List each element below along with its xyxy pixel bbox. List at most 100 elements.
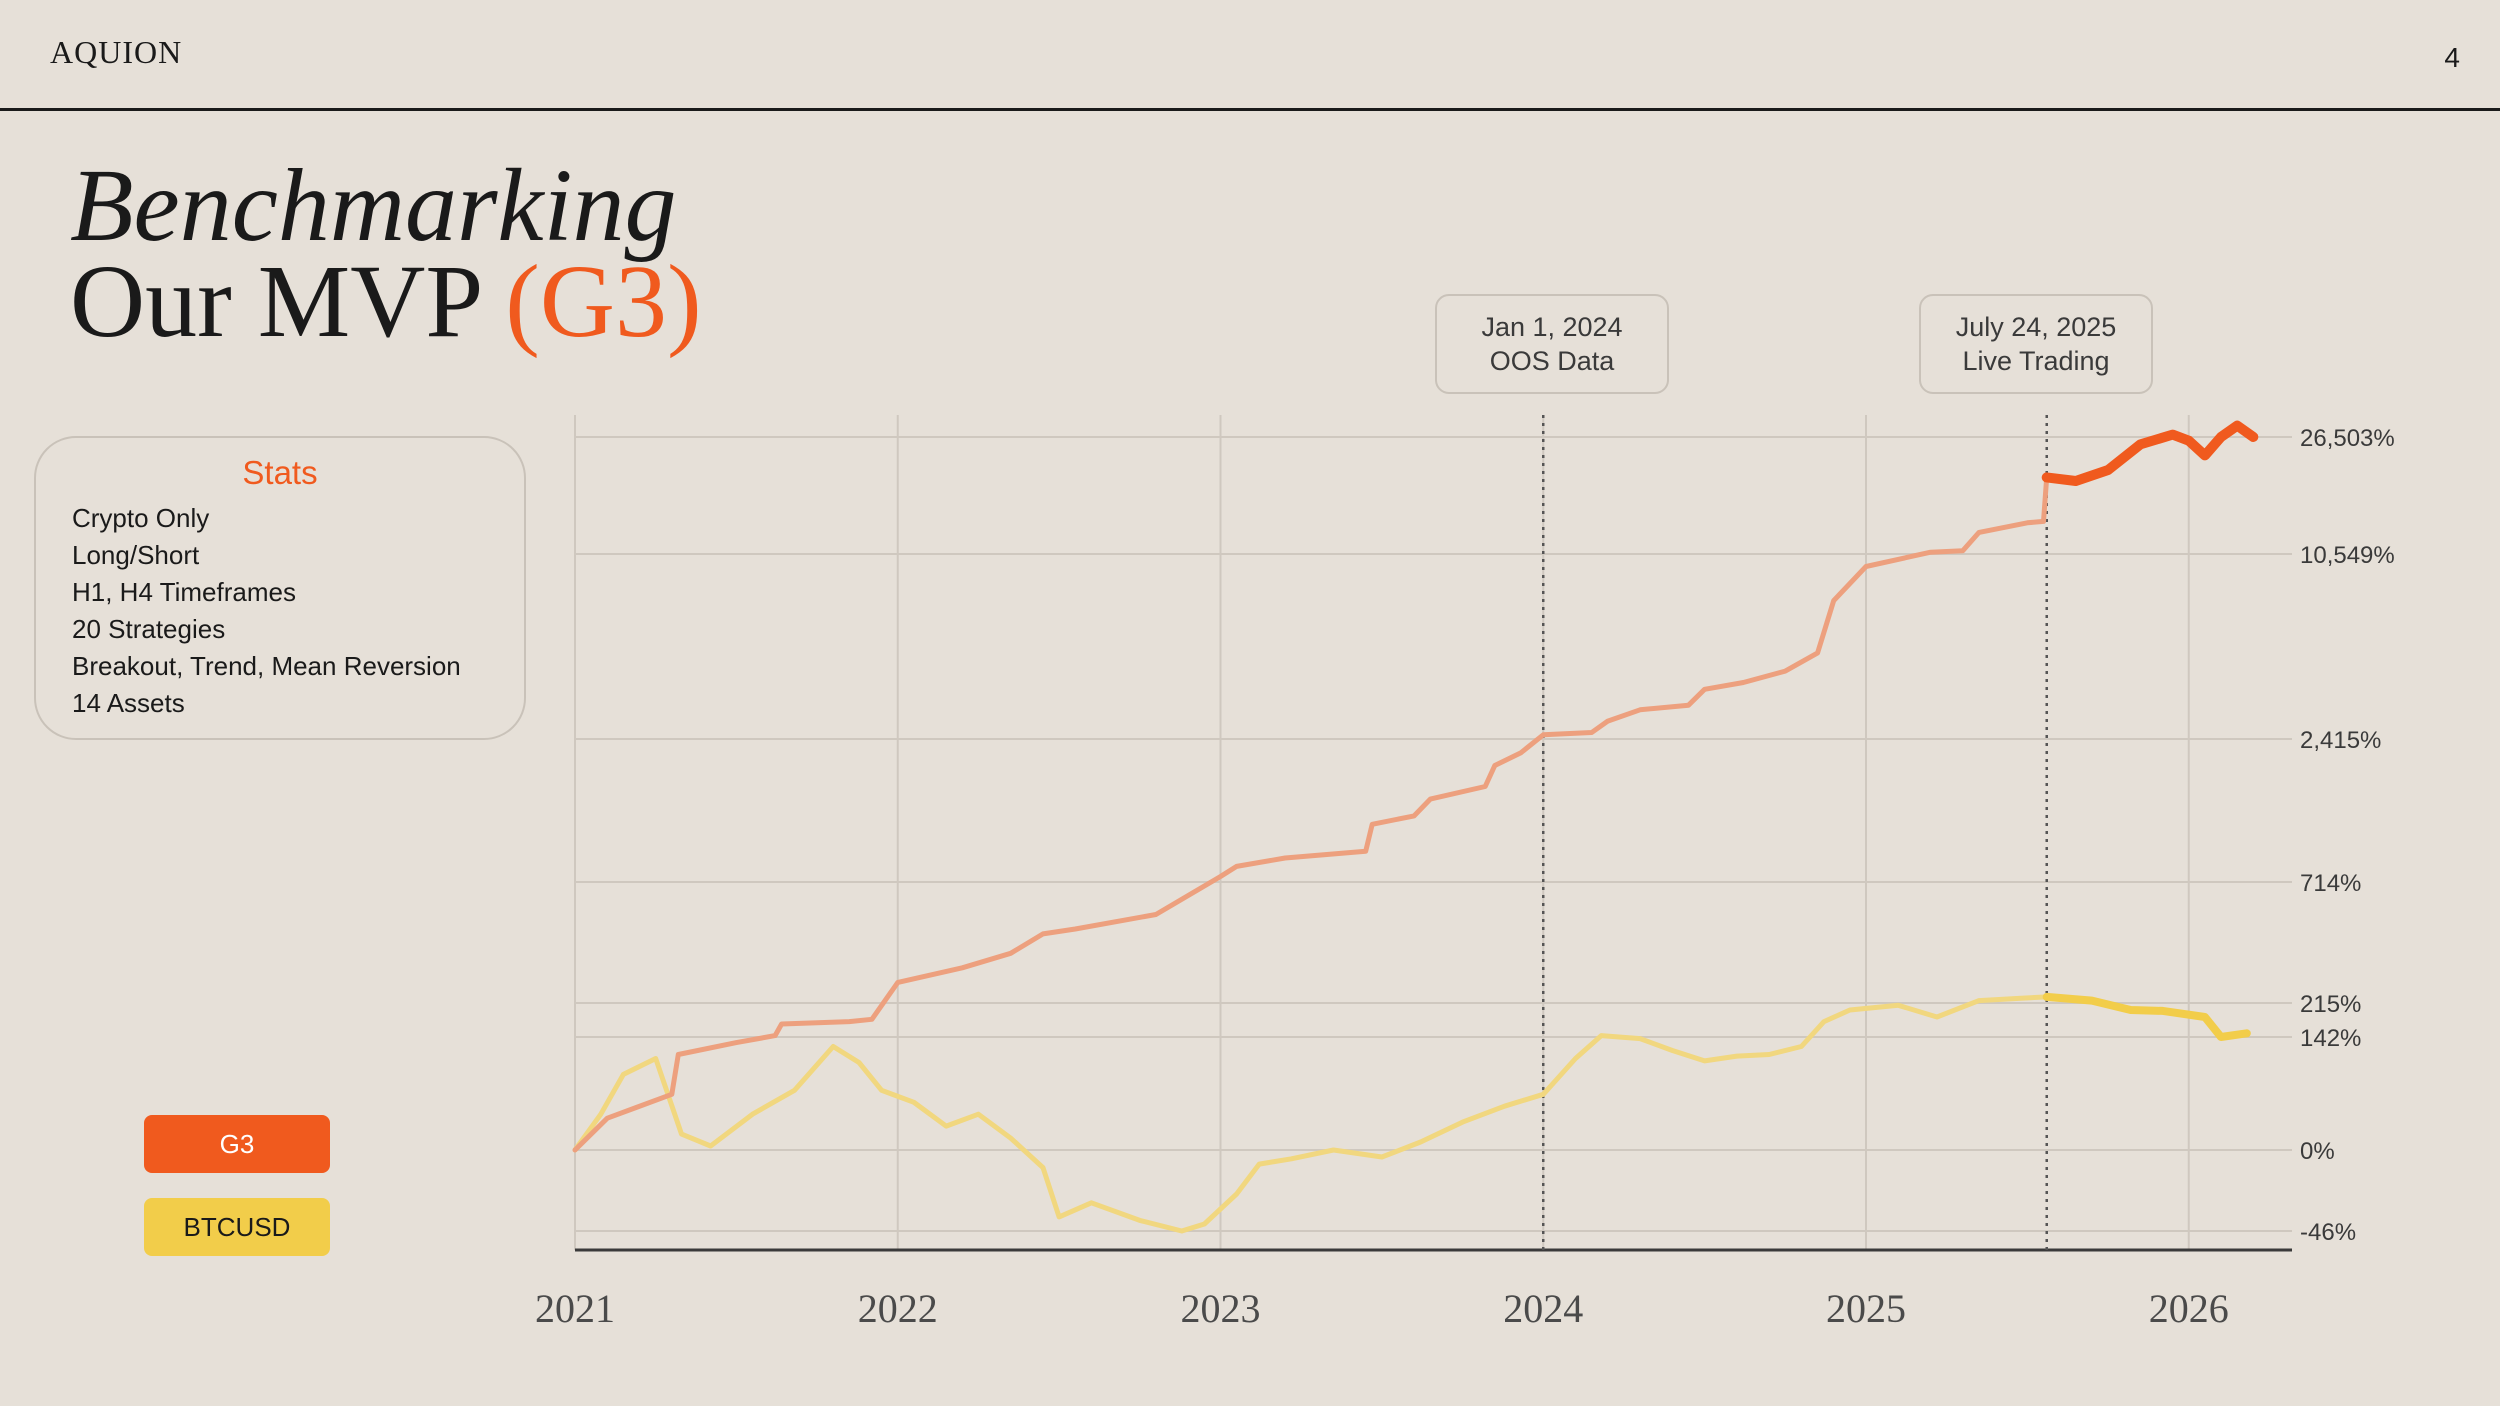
page-title: Benchmarking Our MVP (G3)	[70, 154, 702, 354]
btcusd-series-point	[1799, 1044, 1804, 1049]
g3-series-point	[1363, 849, 1368, 854]
btcusd-series-point	[1822, 1019, 1827, 1024]
g3-series-point	[1412, 813, 1417, 818]
btcusd-series-point	[1502, 1104, 1507, 1109]
g3-series-point	[1073, 927, 1078, 932]
btcusd-series-point	[621, 1072, 626, 1077]
g3-series-point	[605, 1116, 610, 1121]
g3-series-point	[1153, 912, 1158, 917]
g3-series-point	[2249, 433, 2257, 441]
btcusd-series-point	[2018, 996, 2023, 1001]
live-callout: July 24, 2025 Live Trading	[1919, 294, 2153, 394]
g3-series-point	[734, 1040, 739, 1045]
g3-series-point	[2169, 431, 2177, 439]
btcusd-series-point	[2243, 1029, 2251, 1037]
title-accent: (G3)	[505, 244, 702, 359]
btcusd-series-point	[792, 1088, 797, 1093]
y-tick-label: 10,549%	[2300, 542, 2395, 569]
x-tick-label: 2023	[1181, 1286, 1261, 1331]
y-tick-label: 714%	[2300, 870, 2361, 897]
g3-series-point	[847, 1019, 852, 1024]
live-callout-date: July 24, 2025	[1955, 312, 2117, 342]
g3-series-point	[1976, 530, 1981, 535]
title-line2-prefix: Our MVP	[70, 244, 506, 359]
g3-series-point	[2136, 440, 2144, 448]
btcusd-series-point	[1976, 998, 1981, 1003]
btcusd-series-point	[1137, 1218, 1142, 1223]
btcusd-series-point	[1541, 1092, 1546, 1097]
stats-item: Breakout, Trend, Mean Reversion	[72, 651, 461, 681]
g3-series-point	[869, 1017, 874, 1022]
btcusd-series-point	[857, 1060, 862, 1065]
oos-callout: Jan 1, 2024 OOS Data	[1435, 294, 1669, 394]
stats-item: H1, H4 Timeframes	[72, 577, 296, 607]
g3-series-point	[895, 980, 900, 985]
btcusd-series-point	[1418, 1140, 1423, 1145]
x-tick-label: 2021	[535, 1286, 615, 1331]
g3-series-point	[2185, 437, 2193, 445]
y-tick-label: 26,503%	[2300, 425, 2395, 452]
g3-series-point	[573, 1148, 577, 1152]
btcusd-series-point	[1202, 1221, 1207, 1226]
btcusd-series-point	[2159, 1007, 2167, 1015]
btcusd-series-point	[1379, 1155, 1384, 1160]
btcusd-series-point	[1847, 1007, 1852, 1012]
g3-series-point	[1864, 564, 1868, 569]
stats-panel: Stats Crypto Only Long/Short H1, H4 Time…	[34, 436, 526, 740]
stats-item: Crypto Only	[72, 503, 210, 533]
btcusd-series-point	[1638, 1036, 1643, 1041]
btcusd-series-point	[1670, 1048, 1675, 1053]
g3-series-point	[1234, 864, 1239, 869]
btcusd-series-point	[679, 1132, 684, 1137]
stats-item: Long/Short	[72, 540, 200, 570]
g3-series-point	[773, 1033, 778, 1038]
y-tick-label: -46%	[2300, 1219, 2356, 1246]
g3-series-point	[1638, 707, 1643, 712]
g3-series-point	[1928, 550, 1933, 555]
g3-series-point	[2041, 519, 2046, 524]
legend-g3[interactable]: G3	[144, 1115, 330, 1173]
btcusd-series-point	[911, 1100, 916, 1105]
g3-series-point	[1518, 750, 1523, 755]
g3-series-point	[1428, 797, 1433, 802]
g3-series-point	[779, 1021, 784, 1026]
btcusd-series-backtest-line	[572, 994, 2050, 1234]
y-tick-label: 142%	[2300, 1025, 2361, 1052]
g3-series-point	[669, 1092, 674, 1097]
g3-series-point	[1218, 874, 1223, 879]
legend-btcusd[interactable]: BTCUSD	[144, 1198, 330, 1256]
g3-series-point	[2233, 422, 2241, 430]
g3-series-point	[1741, 680, 1746, 685]
btcusd-series-point	[750, 1112, 755, 1117]
g3-series-point	[2217, 433, 2225, 441]
g3-series-point	[1008, 951, 1013, 956]
stats-heading: Stats	[242, 454, 318, 491]
brand-logo: AQUION	[50, 34, 183, 70]
stats-item: 20 Strategies	[72, 614, 226, 644]
btcusd-series-point	[2127, 1006, 2135, 1014]
btcusd-series-point	[1896, 1003, 1901, 1008]
btcusd-series-point	[1257, 1162, 1262, 1167]
g3-series-point	[1492, 763, 1497, 768]
g3-series-live-line	[2041, 420, 2259, 486]
btcusd-series-point	[976, 1112, 981, 1117]
btcusd-series-point	[1734, 1054, 1739, 1059]
g3-series-point	[1589, 730, 1594, 735]
g3-series-point	[1960, 548, 1965, 553]
g3-series-point	[676, 1052, 681, 1057]
g3-series-point	[1815, 650, 1820, 655]
g3-series-point	[2025, 520, 2030, 525]
g3-series-point	[2104, 466, 2112, 474]
oos-callout-date: Jan 1, 2024	[1481, 312, 1623, 342]
g3-series-point	[1283, 855, 1288, 860]
g3-series-backtest-line	[572, 474, 2050, 1153]
page-number: 4	[2444, 42, 2460, 73]
y-tick-label: 0%	[2300, 1138, 2335, 1165]
x-tick-label: 2024	[1503, 1286, 1583, 1331]
btcusd-series-point	[1089, 1200, 1094, 1205]
oos-callout-label: OOS Data	[1489, 346, 1615, 376]
btcusd-series-point	[2043, 993, 2051, 1001]
g3-series-point	[1686, 703, 1691, 708]
btcusd-series-point	[1460, 1120, 1465, 1125]
